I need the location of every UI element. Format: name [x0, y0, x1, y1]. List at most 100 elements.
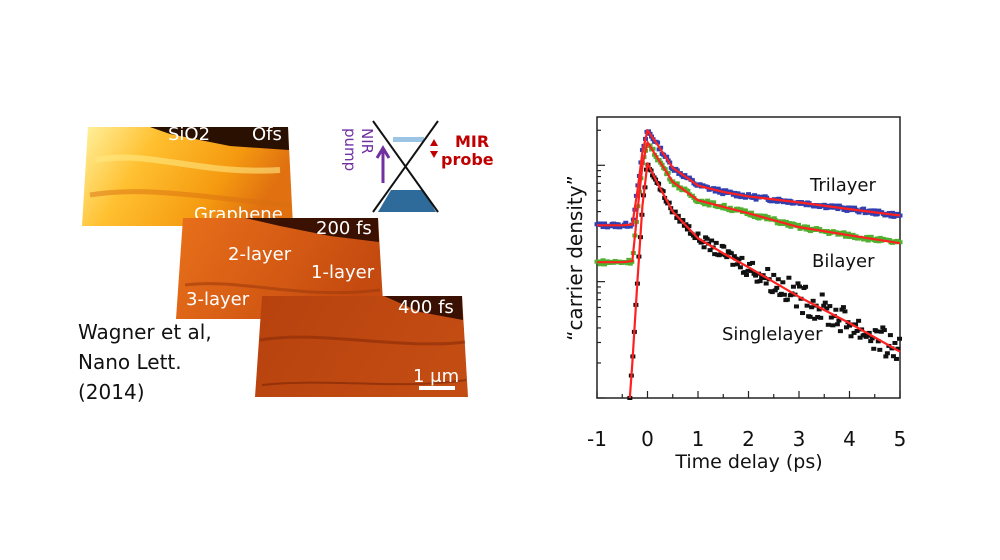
data-point-singlelayer [840, 305, 846, 310]
data-point-bilayer [874, 236, 880, 241]
microscopy-panel-200fs: 200 fs 2-layer 1-layer 3-layer [176, 218, 384, 319]
filled-band [378, 190, 436, 212]
data-point-singlelayer [680, 218, 686, 223]
data-point-singlelayer [736, 257, 742, 262]
data-point-singlelayer [724, 255, 730, 260]
data-point-trilayer [894, 211, 900, 216]
data-point-singlelayer [781, 292, 787, 297]
data-point-singlelayer [843, 325, 849, 330]
probe-label-probe: probe [441, 150, 494, 169]
data-point-singlelayer [851, 330, 857, 335]
data-point-trilayer [774, 199, 780, 204]
data-point-singlelayer [883, 354, 889, 359]
data-point-bilayer [624, 261, 630, 266]
data-point-bilayer [788, 224, 794, 229]
data-point-trilayer [888, 214, 894, 219]
data-point-trilayer [889, 210, 895, 215]
data-point-bilayer [711, 200, 717, 205]
data-point-bilayer [602, 262, 608, 267]
data-point-singlelayer [757, 279, 763, 284]
data-point-singlelayer [686, 224, 692, 229]
data-point-singlelayer [804, 303, 810, 308]
data-point-trilayer [886, 210, 892, 215]
x-tick-label: 0 [641, 427, 654, 451]
probe-label-mir: MIR [455, 132, 489, 151]
data-point-singlelayer [786, 275, 792, 280]
data-point-singlelayer [807, 314, 813, 319]
data-point-singlelayer [839, 307, 845, 312]
data-point-singlelayer [666, 200, 672, 205]
data-point-trilayer [715, 186, 721, 191]
pump-label-pump: pump [341, 128, 359, 171]
data-point-singlelayer [750, 260, 756, 265]
data-point-singlelayer [754, 279, 760, 284]
data-point-singlelayer [874, 329, 880, 334]
data-point-bilayer [747, 213, 753, 218]
data-point-singlelayer [737, 265, 743, 270]
data-point-singlelayer [816, 307, 822, 312]
data-point-bilayer [705, 198, 711, 203]
data-point-trilayer [785, 200, 791, 205]
x-tick-label: 5 [894, 427, 907, 451]
data-point-trilayer [738, 195, 744, 200]
data-point-singlelayer [854, 328, 860, 333]
microscopy-panel-400fs: 400 fs 1 μm [255, 296, 468, 397]
data-point-singlelayer [733, 256, 739, 261]
data-point-singlelayer [815, 315, 821, 320]
data-point-singlelayer [772, 288, 778, 293]
data-point-trilayer [697, 182, 703, 187]
x-tick-label: 3 [793, 427, 806, 451]
data-point-singlelayer [821, 303, 827, 308]
time-label-200fs: 200 fs [316, 218, 372, 239]
data-point-bilayer [720, 206, 726, 211]
data-point-trilayer [612, 225, 618, 230]
x-axis-label: Time delay (ps) [674, 451, 822, 473]
data-point-bilayer [808, 229, 814, 234]
data-point-trilayer [835, 207, 841, 212]
data-point-trilayer [689, 178, 695, 183]
data-point-bilayer [771, 216, 777, 221]
data-point-singlelayer [797, 284, 803, 289]
data-point-singlelayer [862, 332, 868, 337]
label-2-layer: 2-layer [228, 244, 292, 265]
fit-line-singlelayer [628, 162, 901, 399]
data-point-singlelayer [810, 298, 816, 303]
data-point-singlelayer [674, 215, 680, 220]
data-point-trilayer [829, 203, 835, 208]
data-point-singlelayer [743, 272, 749, 277]
pump-arrow-icon [375, 145, 391, 183]
data-point-singlelayer [869, 336, 875, 341]
time-label-400fs: 400 fs [398, 297, 454, 318]
data-point-singlelayer [790, 284, 796, 289]
data-point-bilayer [742, 208, 748, 213]
data-point-trilayer [845, 205, 851, 210]
data-point-singlelayer [759, 275, 765, 280]
data-point-bilayer [785, 223, 791, 228]
data-point-singlelayer [780, 280, 786, 285]
data-point-singlelayer [853, 322, 859, 327]
data-point-trilayer [824, 205, 830, 210]
data-point-bilayer [795, 222, 801, 227]
data-point-trilayer [852, 205, 858, 210]
label-sio2: SiO2 [168, 124, 210, 145]
data-point-singlelayer [704, 236, 710, 241]
data-point-singlelayer [765, 266, 771, 271]
data-point-singlelayer [895, 346, 901, 351]
data-point-bilayer [774, 221, 780, 226]
data-point-singlelayer [701, 245, 707, 250]
data-point-trilayer [753, 197, 759, 202]
data-point-bilayer [876, 239, 882, 244]
citation-line-3: (2014) [78, 380, 145, 404]
probe-arrow-icon [430, 139, 438, 158]
data-point-bilayer [786, 221, 792, 226]
y-axis-label: “carrier density” [563, 175, 587, 341]
data-point-trilayer [746, 192, 751, 197]
excited-band [393, 137, 424, 142]
data-point-singlelayer [774, 285, 780, 290]
data-point-singlelayer [709, 238, 715, 243]
data-point-bilayer [868, 234, 874, 239]
data-point-singlelayer [762, 276, 768, 281]
data-point-trilayer [844, 208, 850, 213]
data-point-bilayer [600, 258, 606, 263]
